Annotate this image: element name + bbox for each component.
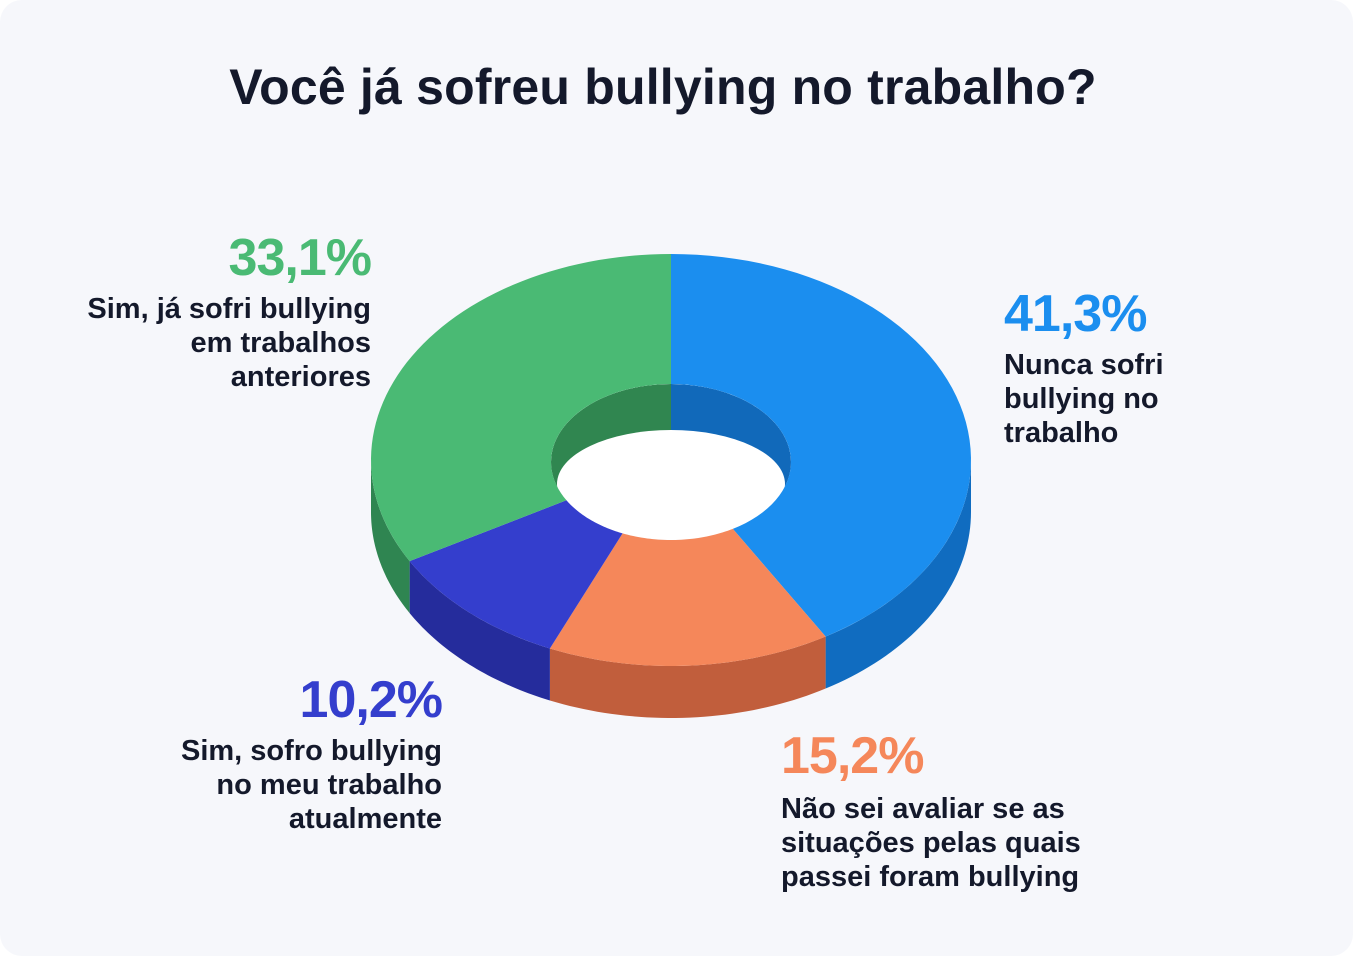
slice-side-sim-ja-sofri-bullying-em-tra	[371, 460, 410, 614]
category-label-sofri-anteriores: Sim, já sofri bullying em trabalhos ante…	[87, 293, 371, 393]
value-label-nao-sei-avaliar: 15,2%	[781, 727, 924, 785]
category-label-sofro-atualmente: Sim, sofro bullying no meu trabalho atua…	[180, 735, 442, 835]
category-label-nao-sei-avaliar: Não sei avaliar se as situações pelas qu…	[781, 793, 1081, 893]
chart-title: Você já sofreu bullying no trabalho?	[229, 59, 1097, 115]
category-label-nunca-sofri: Nunca sofri bullying no trabalho	[1004, 349, 1164, 449]
donut-hole-center	[557, 430, 785, 538]
slice-side-nunca-sofri-bullying-no-trab	[825, 460, 971, 689]
label-nao-sei-avaliar: 15,2% Não sei avaliar se as situações pe…	[781, 728, 1081, 894]
slice-nao-sei-avaliar-se-as-situac	[549, 528, 826, 666]
slice-sim-sofro-bullying-no-meu-tr	[409, 500, 623, 649]
donut-slices	[371, 254, 971, 666]
slice-side-nao-sei-avaliar-se-as-situac	[549, 636, 826, 718]
value-label-nunca-sofri: 41,3%	[1004, 285, 1147, 343]
slice-inner-sim-ja-sofri-bullying-em-tra	[551, 384, 671, 514]
value-label-sofri-anteriores: 33,1%	[228, 229, 372, 287]
slice-inner-nunca-sofri-bullying-no-trab	[671, 384, 791, 514]
slice-sim-ja-sofri-bullying-em-tra	[371, 254, 671, 562]
slice-nunca-sofri-bullying-no-trab	[671, 254, 971, 637]
label-sofri-anteriores: 33,1% Sim, já sofri bullying em trabalho…	[87, 229, 372, 394]
label-sofro-atualmente: 10,2% Sim, sofro bullying no meu trabalh…	[180, 671, 443, 836]
donut-side-walls	[371, 460, 971, 718]
value-label-sofro-atualmente: 10,2%	[299, 671, 443, 729]
label-nunca-sofri: 41,3% Nunca sofri bullying no trabalho	[1004, 286, 1164, 450]
slice-side-sim-sofro-bullying-no-meu-tr	[409, 561, 550, 701]
